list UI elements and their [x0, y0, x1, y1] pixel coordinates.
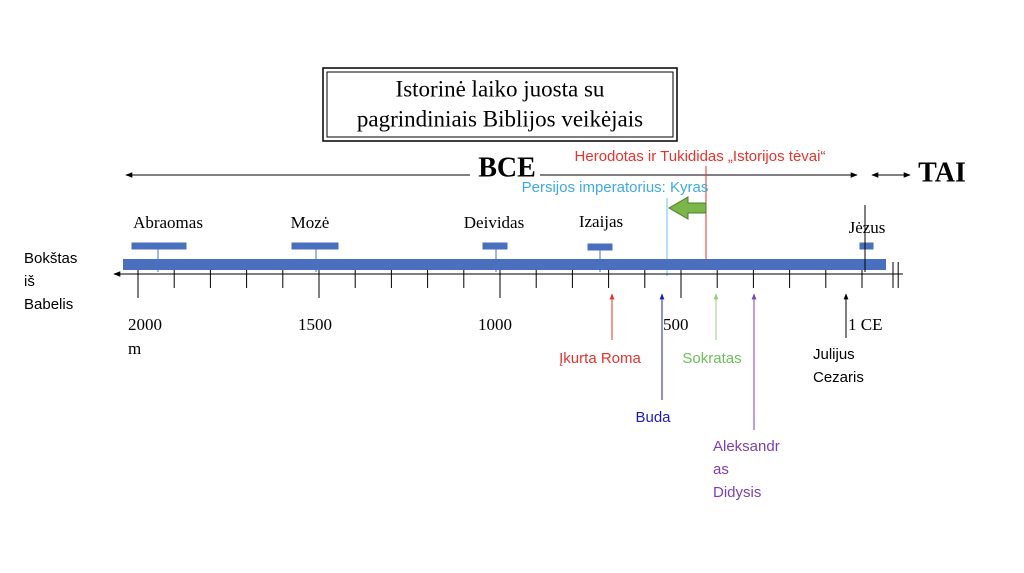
figure-label: Jėzus	[849, 218, 886, 237]
figure-bar	[482, 242, 508, 250]
figure-label: Izaijas	[579, 212, 623, 231]
title-box-inner	[326, 71, 674, 138]
scale-label: 2000	[128, 315, 162, 334]
figure-label: Abraomas	[133, 213, 203, 232]
figure-bar	[859, 242, 874, 250]
event-label: Sokratas	[682, 350, 741, 367]
event-label: Julijus	[813, 346, 855, 363]
event-label: Cezaris	[813, 369, 864, 386]
figure-bar	[291, 242, 339, 250]
events-below: Įkurta Roma Buda Sokratas Aleksandr as Didysi…	[559, 346, 864, 501]
scale-label: 500	[663, 315, 689, 334]
start-line: Babelis	[24, 296, 73, 313]
scale-label: 1500	[298, 315, 332, 334]
title-line: pagrindiniais Biblijos veikėjais	[357, 106, 643, 131]
event-label: Aleksandr	[713, 438, 780, 455]
event-label: Buda	[635, 409, 671, 426]
timeline-bar	[123, 259, 886, 270]
scale-label: 1000	[478, 315, 512, 334]
green-arrow	[668, 196, 707, 220]
era-label: BCE	[478, 152, 536, 183]
event-label: Įkurta Roma	[559, 350, 641, 367]
start-line: iš	[24, 273, 35, 290]
title-line: Istorinė laiko juosta su	[396, 76, 605, 101]
scale-label: 1 CE	[848, 315, 882, 334]
figure-bar	[587, 243, 613, 251]
event-label: Didysis	[713, 484, 761, 501]
era-label: TAI	[918, 157, 966, 188]
event-label: Persijos imperatorius: Kyras	[522, 179, 709, 196]
start-line: Bokštas	[24, 250, 77, 267]
event-label: Herodotas ir Tukididas „Istorijos tėvai“	[575, 148, 826, 165]
start-label: Bokštas iš Babelis	[24, 250, 77, 313]
figure-bar	[131, 242, 187, 250]
event-label: as	[713, 461, 729, 478]
title-box	[322, 67, 678, 142]
scale-labels: 2000 m 1500 1000 500 1 CE	[128, 315, 882, 358]
figure-label: Mozė	[291, 213, 330, 232]
figure-label: Deividas	[464, 213, 524, 232]
figure-markers	[131, 242, 874, 272]
scale-label: m	[128, 339, 141, 358]
